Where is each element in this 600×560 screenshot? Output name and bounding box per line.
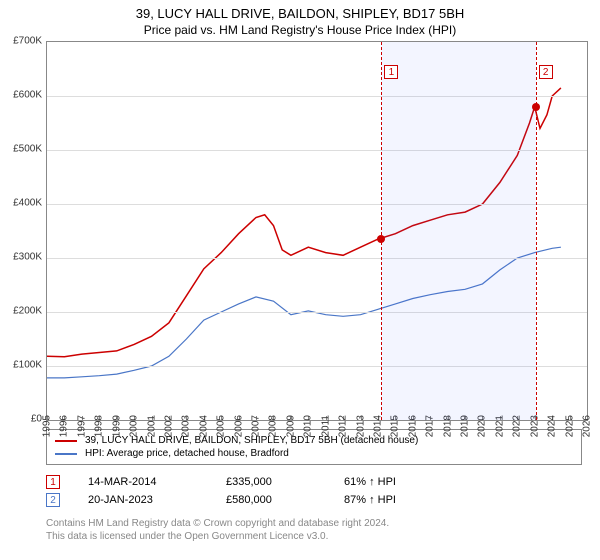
chart-plot-area: 1995199619971998199920002001200220032004… [46,41,588,421]
x-axis-label: 2008 [268,415,279,437]
event-marker-dot [532,103,540,111]
event-date: 20-JAN-2023 [88,494,198,506]
event-date: 14-MAR-2014 [88,476,198,488]
event-table: 1 14-MAR-2014 £335,000 61% ↑ HPI 2 20-JAN-202… [46,473,582,509]
footer-line-2: This data is licensed under the Open Gov… [46,530,582,543]
x-axis-label: 2004 [198,415,209,437]
x-axis-label: 2007 [251,415,262,437]
event-delta: 87% ↑ HPI [344,494,396,506]
x-axis-label: 1995 [42,415,53,437]
y-axis-label: £100K [0,360,42,371]
x-axis-label: 1999 [111,415,122,437]
y-axis-label: £400K [0,198,42,209]
event-price: £335,000 [226,476,316,488]
x-axis-label: 2002 [163,415,174,437]
legend-item: HPI: Average price, detached house, Brad… [55,447,573,460]
x-axis-label: 2012 [338,415,349,437]
y-axis-label: £200K [0,306,42,317]
x-axis-label: 1998 [94,415,105,437]
legend-label: HPI: Average price, detached house, Brad… [85,448,289,459]
y-axis-label: £600K [0,90,42,101]
footer-line-1: Contains HM Land Registry data © Crown c… [46,517,582,530]
y-axis-label: £700K [0,36,42,47]
event-marker-dot [377,235,385,243]
x-axis-label: 2024 [547,415,558,437]
x-axis-label: 2025 [564,415,575,437]
event-guideline [536,42,537,420]
x-axis-label: 2011 [320,415,331,437]
footer-attribution: Contains HM Land Registry data © Crown c… [46,517,582,543]
x-axis-label: 2010 [303,415,314,437]
event-guideline [381,42,382,420]
x-axis-label: 2003 [181,415,192,437]
shaded-region [381,42,535,420]
y-axis-label: £0 [0,414,42,425]
chart-title: 39, LUCY HALL DRIVE, BAILDON, SHIPLEY, B… [0,0,600,21]
x-axis-label: 1997 [76,415,87,437]
event-marker-box: 1 [384,65,398,79]
x-axis-label: 2005 [216,415,227,437]
event-row: 2 20-JAN-2023 £580,000 87% ↑ HPI [46,491,582,509]
x-axis-label: 2001 [146,415,157,437]
x-axis-label: 2013 [355,415,366,437]
legend-swatch [55,453,77,455]
x-axis-label: 2000 [129,415,140,437]
chart-subtitle: Price paid vs. HM Land Registry's House … [0,21,600,41]
chart-container: 39, LUCY HALL DRIVE, BAILDON, SHIPLEY, B… [0,0,600,560]
y-axis-label: £300K [0,252,42,263]
event-price: £580,000 [226,494,316,506]
event-id-box: 2 [46,493,60,507]
legend-swatch [55,440,77,442]
event-row: 1 14-MAR-2014 £335,000 61% ↑ HPI [46,473,582,491]
event-id-box: 1 [46,475,60,489]
event-delta: 61% ↑ HPI [344,476,396,488]
x-axis-label: 1996 [59,415,70,437]
x-axis-label: 2026 [582,415,593,437]
x-axis-label: 2009 [285,415,296,437]
x-axis-label: 2006 [233,415,244,437]
y-axis-label: £500K [0,144,42,155]
event-marker-box: 2 [539,65,553,79]
